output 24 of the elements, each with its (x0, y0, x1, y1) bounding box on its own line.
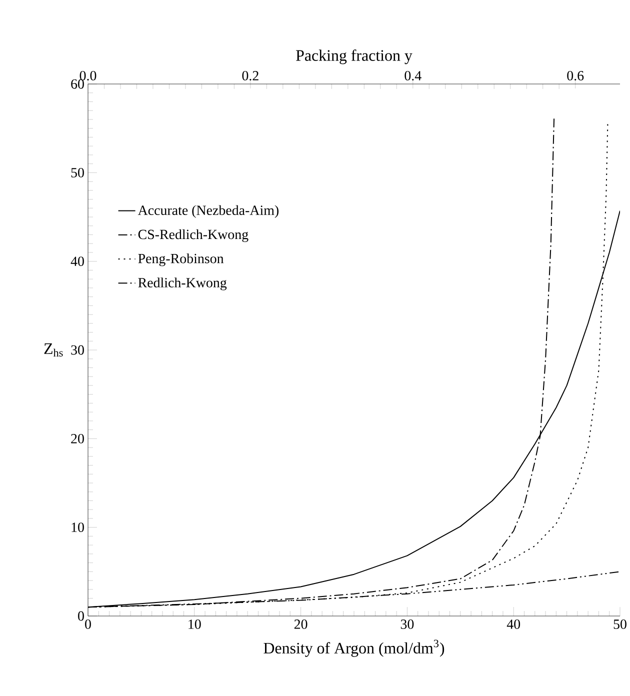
y-tick-label: 30 (71, 345, 84, 355)
x-axis-title: Density of Argon (mol/dm$^{3}$) (264, 640, 444, 657)
x2-axis-title: Packing fraction y (296, 49, 412, 64)
y-tick-label: 50 (71, 168, 84, 178)
x-tick-label: 10 (188, 620, 201, 629)
legend-label: Redlich-Kwong (138, 278, 227, 290)
y-tick-label: 60 (71, 79, 84, 89)
y-tick-label: 10 (72, 522, 84, 532)
legend-label: Accurate (Nezbeda-Aim) (138, 205, 279, 218)
legend-label: Peng-Robinson (138, 253, 224, 266)
x2-tick-label: 0.6 (567, 70, 584, 80)
y-tick-label: 0 (78, 611, 84, 621)
x2-tick-label: 0.0 (80, 70, 96, 80)
x-tick-label: 40 (506, 620, 520, 629)
x2-tick-label: 0.4 (404, 70, 422, 80)
y-tick-label: 40 (70, 256, 84, 266)
y-tick-label: 20 (71, 434, 84, 444)
y-axis-title: Z$_{hs}$ (44, 343, 63, 357)
legend-label: CS-Redlich-Kwong (138, 229, 248, 242)
x-tick-label: 50 (614, 620, 626, 629)
x-tick-label: 20 (294, 620, 308, 629)
x-tick-label: 0 (85, 620, 91, 629)
x-tick-label: 30 (400, 620, 414, 629)
x2-tick-label: 0.2 (242, 70, 258, 80)
